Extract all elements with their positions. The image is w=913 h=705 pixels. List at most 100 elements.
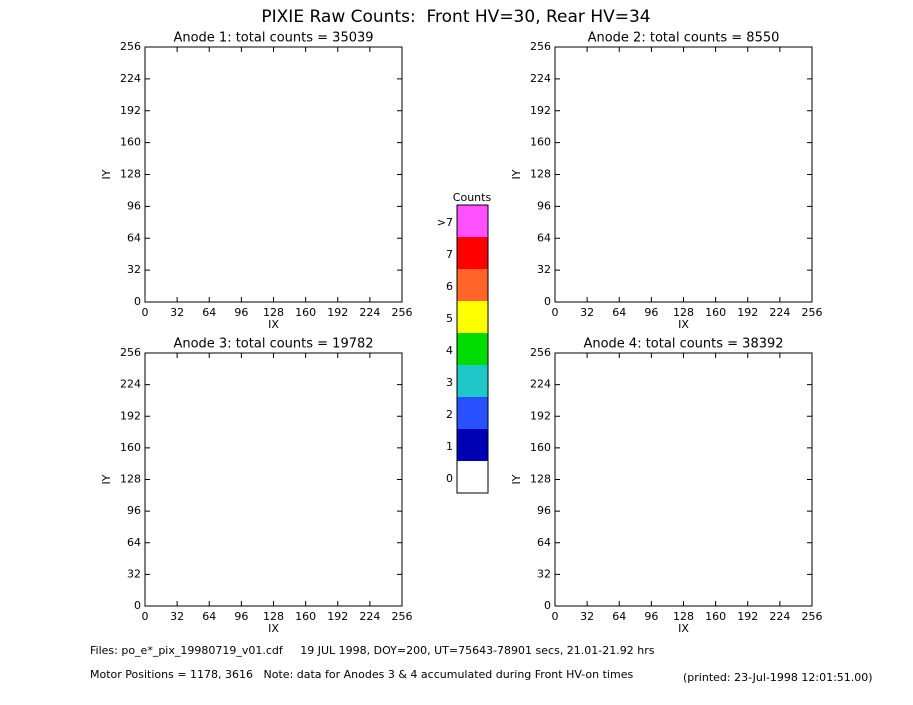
x-tick-label: 256 <box>392 610 413 623</box>
y-tick-label: 0 <box>134 295 141 308</box>
x-tick-label: 32 <box>580 306 594 319</box>
x-tick-label: 192 <box>327 306 348 319</box>
x-tick-label: 64 <box>202 306 216 319</box>
y-tick-label: 32 <box>537 263 551 276</box>
y-tick-label: 64 <box>127 536 141 549</box>
y-tick-label: 128 <box>120 168 141 181</box>
panel-title: Anode 2: total counts = 8550 <box>588 31 780 46</box>
colorbar-label: 7 <box>446 248 453 261</box>
x-tick-label: 32 <box>170 306 184 319</box>
x-tick-label: 32 <box>580 610 594 623</box>
y-tick-label: 32 <box>127 567 141 580</box>
y-axis-label: IY <box>100 474 113 484</box>
y-tick-label: 96 <box>127 199 141 212</box>
y-tick-label: 0 <box>544 295 551 308</box>
colorbar-swatch <box>457 461 488 493</box>
colorbar-label: 0 <box>446 472 453 485</box>
x-tick-label: 0 <box>142 306 149 319</box>
y-tick-label: 96 <box>537 504 551 517</box>
y-tick-label: 96 <box>127 504 141 517</box>
x-tick-label: 96 <box>644 610 658 623</box>
x-tick-label: 192 <box>737 306 758 319</box>
y-tick-label: 32 <box>537 567 551 580</box>
colorbar-swatch <box>457 269 488 301</box>
y-tick-label: 0 <box>544 599 551 612</box>
y-tick-label: 160 <box>120 136 141 149</box>
y-tick-label: 256 <box>530 40 551 53</box>
colorbar-swatch <box>457 301 488 333</box>
x-tick-label: 160 <box>705 610 726 623</box>
x-tick-label: 192 <box>737 610 758 623</box>
colorbar-title: Counts <box>453 191 492 204</box>
y-tick-label: 256 <box>120 346 141 359</box>
y-tick-label: 128 <box>530 168 551 181</box>
y-tick-label: 160 <box>120 441 141 454</box>
x-axis-label: IX <box>678 318 689 331</box>
x-tick-label: 224 <box>769 610 790 623</box>
y-tick-label: 160 <box>530 136 551 149</box>
y-tick-label: 160 <box>530 441 551 454</box>
y-tick-label: 32 <box>127 263 141 276</box>
x-tick-label: 32 <box>170 610 184 623</box>
y-tick-label: 64 <box>537 231 551 244</box>
x-tick-label: 224 <box>359 610 380 623</box>
y-tick-label: 64 <box>537 536 551 549</box>
footer-files: Files: po_e*_pix_19980719_v01.cdf 19 JUL… <box>90 644 655 657</box>
y-tick-label: 96 <box>537 199 551 212</box>
x-tick-label: 0 <box>552 306 559 319</box>
colorbar-swatch <box>457 429 488 461</box>
y-tick-label: 224 <box>120 378 141 391</box>
panel-title: Anode 4: total counts = 38392 <box>583 337 783 352</box>
y-tick-label: 224 <box>120 72 141 85</box>
colorbar-swatch <box>457 365 488 397</box>
y-tick-label: 192 <box>530 409 551 422</box>
y-tick-label: 0 <box>134 599 141 612</box>
x-tick-label: 128 <box>673 610 694 623</box>
x-axis-label: IX <box>268 318 279 331</box>
x-tick-label: 160 <box>705 306 726 319</box>
colorbar-label: 3 <box>446 376 453 389</box>
y-axis-label: IY <box>100 169 113 179</box>
x-tick-label: 224 <box>359 306 380 319</box>
colorbar-swatch <box>457 205 488 237</box>
x-tick-label: 96 <box>234 306 248 319</box>
x-axis-label: IX <box>268 622 279 635</box>
x-tick-label: 128 <box>263 610 284 623</box>
x-tick-label: 160 <box>295 610 316 623</box>
x-tick-label: 96 <box>644 306 658 319</box>
panel-title: Anode 3: total counts = 19782 <box>173 337 373 352</box>
footer-motor: Motor Positions = 1178, 3616 Note: data … <box>90 668 633 681</box>
colorbar-swatch <box>457 333 488 365</box>
x-tick-label: 256 <box>802 306 823 319</box>
x-tick-label: 256 <box>802 610 823 623</box>
y-tick-label: 256 <box>120 40 141 53</box>
panel-title: Anode 1: total counts = 35039 <box>173 31 373 46</box>
y-tick-label: 224 <box>530 378 551 391</box>
x-tick-label: 64 <box>612 306 626 319</box>
y-tick-label: 128 <box>120 473 141 486</box>
y-tick-label: 192 <box>120 104 141 117</box>
y-tick-label: 224 <box>530 72 551 85</box>
colorbar-swatch <box>457 237 488 269</box>
x-tick-label: 0 <box>552 610 559 623</box>
colorbar-frame <box>456 204 489 494</box>
y-tick-label: 192 <box>530 104 551 117</box>
x-tick-label: 96 <box>234 610 248 623</box>
x-tick-label: 0 <box>142 610 149 623</box>
y-tick-label: 64 <box>127 231 141 244</box>
x-tick-label: 64 <box>612 610 626 623</box>
colorbar-label: 4 <box>446 344 453 357</box>
x-tick-label: 160 <box>295 306 316 319</box>
x-tick-label: 256 <box>392 306 413 319</box>
figure-title: PIXIE Raw Counts: Front HV=30, Rear HV=3… <box>261 7 650 27</box>
colorbar-label: 5 <box>446 312 453 325</box>
x-tick-label: 224 <box>769 306 790 319</box>
colorbar-swatch <box>457 397 488 429</box>
colorbar-label: 2 <box>446 408 453 421</box>
y-tick-label: 256 <box>530 346 551 359</box>
x-tick-label: 128 <box>263 306 284 319</box>
y-axis-label: IY <box>510 169 523 179</box>
x-tick-label: 192 <box>327 610 348 623</box>
